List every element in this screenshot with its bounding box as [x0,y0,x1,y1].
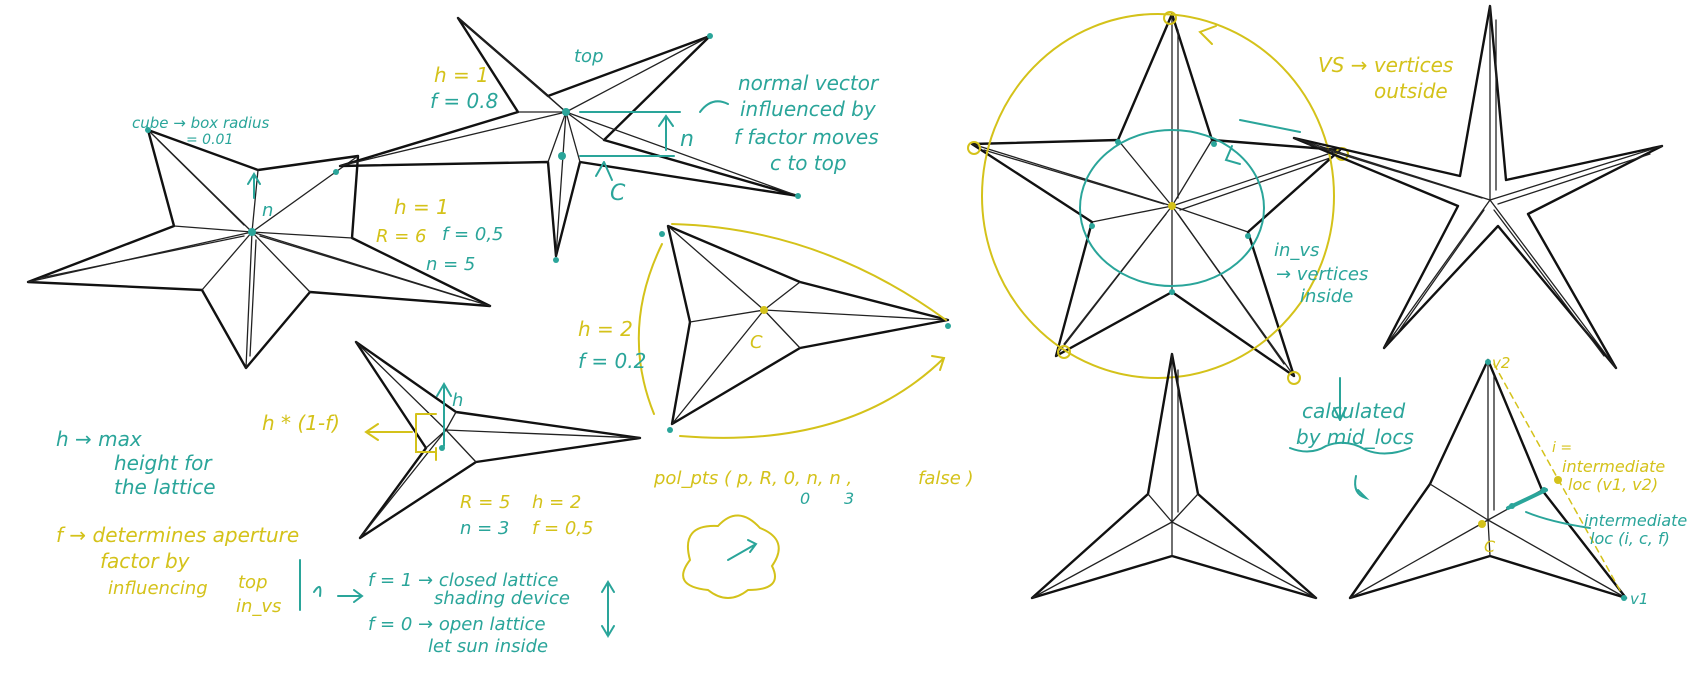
fdet-line-2: factor by [100,549,191,573]
n3: n = 3 [460,518,509,539]
f02: f = 0.2 [578,349,646,373]
normal-line-4: c to top [770,151,847,175]
c-big: C [610,181,626,206]
hmax-line-3: the lattice [114,475,216,499]
calc-line-1: calculated [1302,399,1405,423]
fdet-invs: in_vs [236,596,281,617]
invs-line-2: → vertices [1276,264,1368,285]
normal-line-2: influenced by [740,97,877,121]
f05-small: f = 0,5 [532,518,594,539]
vs-line-1: VS → vertices [1318,53,1453,77]
fdet-line-1: f → determines aperture [56,523,299,547]
f05-mid: f = 0,5 [442,224,504,245]
normal-line-1: normal vector [738,71,880,95]
star-three-center [637,223,951,439]
inter1-line-2: loc (v1, v2) [1568,475,1658,494]
v1-label: v1 [1630,590,1648,608]
h1-top: h = 1 [434,63,489,87]
top-label: top [574,46,604,67]
f0-line-1: f = 0 → open lattice [368,614,546,635]
R5: R = 5 [460,492,510,513]
star-five-right [1292,4,1664,370]
invs-line-1: in_vs [1274,240,1319,261]
inter2-line-2: loc (i, c, f) [1590,529,1670,548]
star-three-small [354,340,642,540]
vs-line-2: outside [1374,79,1448,103]
pol-pts-three: 3 [844,489,854,508]
n-star1: n [262,200,273,221]
cube-value: = 0.01 [186,132,233,148]
v2-label: v2 [1492,354,1510,372]
pol-pts-call: pol_pts ( p, R, 0, n, n , [653,468,852,489]
pol-pts-false: false ) [918,468,974,489]
n5: n = 5 [426,254,475,275]
f0-line-2: let sun inside [428,636,548,657]
R6: R = 6 [376,226,426,247]
annotation-arrows [247,100,1411,638]
normal-line-3: f factor moves [734,125,879,149]
h-small: h [452,390,463,411]
star-five-left [26,127,492,370]
f08: f = 0.8 [430,89,498,113]
h1-mid: h = 1 [394,195,449,219]
hmax-line-1: h → max [56,427,142,451]
calc-line-2: by mid_locs [1296,425,1414,449]
h2-small: h = 2 [532,492,581,513]
inter2-line-1: intermediate [1584,511,1687,530]
h2-tri: h = 2 [578,317,633,341]
cube-label: cube → box radius [132,114,270,132]
star-three-bottom-left [1030,352,1318,600]
pol-pts-zero: 0 [800,489,810,508]
f1-line-1: f = 1 → closed lattice [368,570,558,591]
annotations: cube → box radius = 0.01 h = 1 f = 0.8 t… [56,46,1687,657]
fdet-line-3: influencing [108,578,208,599]
i-label: i = [1552,440,1572,456]
fdet-top: top [238,572,268,593]
hmax-line-2: height for [114,451,213,475]
f1-line-2: shading device [434,588,570,609]
star-five-big [967,11,1349,385]
n-big: n [680,127,694,152]
c-tri: C [750,332,763,353]
invs-line-3: inside [1300,286,1353,307]
inter1-line-1: intermediate [1562,457,1665,476]
star-three-bottom-right [1348,358,1628,601]
c-br: C [1484,537,1496,556]
star-five-top [338,16,801,263]
h-times-1-minus-f: h * (1-f) [262,411,340,435]
